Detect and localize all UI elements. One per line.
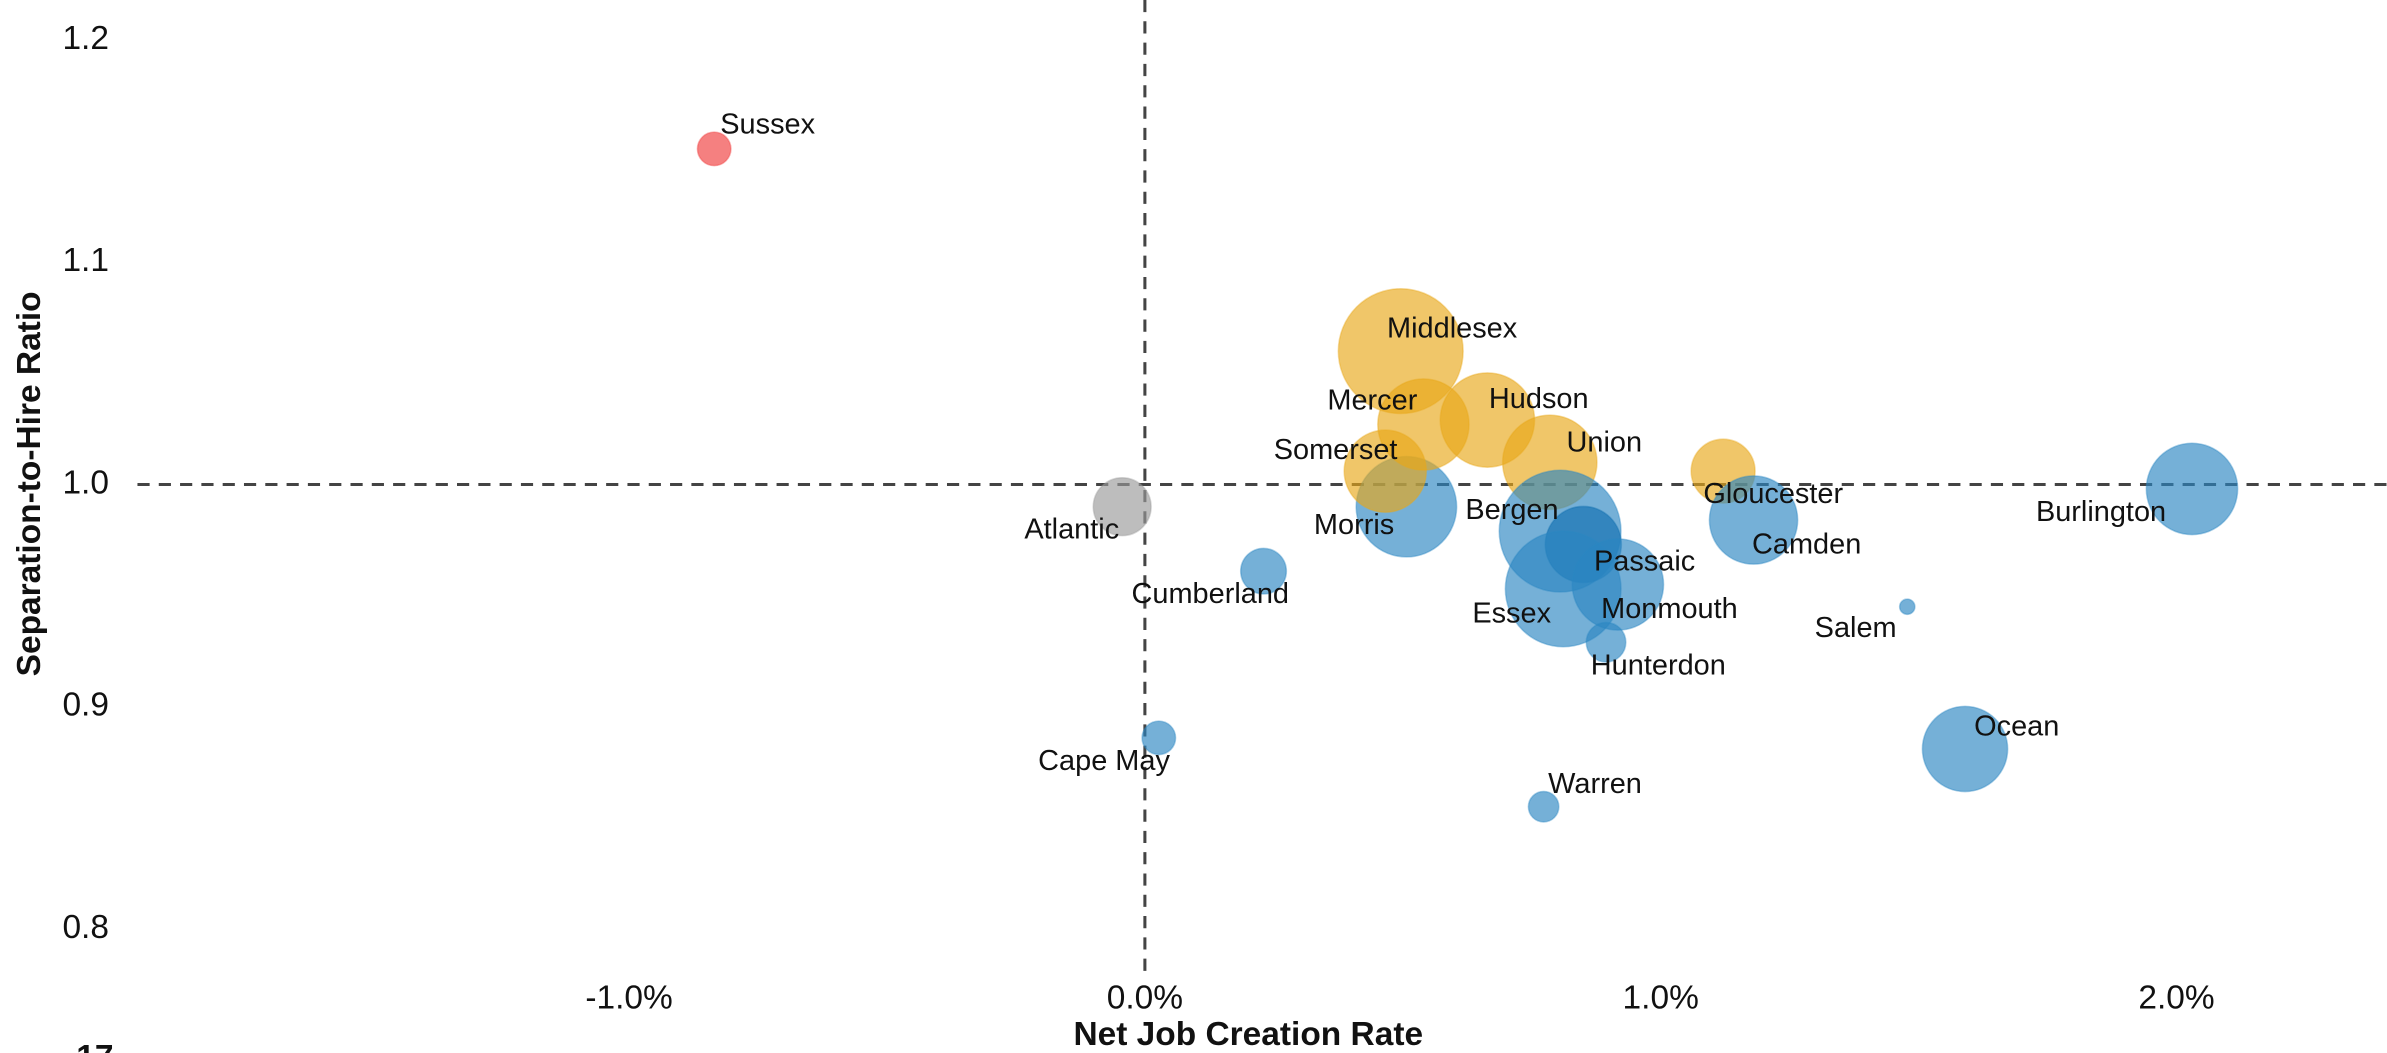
point-label: Burlington — [2036, 496, 2166, 528]
point-label: Mercer — [1327, 384, 1417, 416]
point-label: Hunterdon — [1591, 649, 1726, 681]
point-label: Passaic — [1594, 545, 1695, 577]
bubble — [1239, 547, 1288, 595]
point-label: Salem — [1815, 612, 1897, 644]
x-tick-label: 2.0% — [2138, 980, 2214, 1017]
x-tick-label: 0.0% — [1107, 980, 1183, 1017]
x-tick-label: 1.0% — [1623, 980, 1699, 1017]
point-label: Monmouth — [1601, 593, 1738, 625]
x-axis-label: Net Job Creation Rate — [1073, 1016, 1423, 1053]
point-label: Warren — [1548, 768, 1642, 800]
point-label: Camden — [1752, 529, 1861, 561]
y-tick-label: 1.1 — [62, 242, 109, 279]
bubble — [1898, 598, 1916, 616]
bubble — [1092, 477, 1152, 537]
bubble — [1921, 705, 2009, 793]
point-label: Somerset — [1274, 434, 1398, 466]
point-label: Hudson — [1489, 383, 1589, 415]
page-number: 17 — [76, 1039, 113, 1053]
bubble — [1585, 621, 1627, 663]
point-label: Cape May — [1038, 745, 1170, 777]
y-tick-label: 1.2 — [62, 20, 109, 57]
bubble — [1708, 475, 1799, 565]
point-label: Bergen — [1465, 494, 1558, 526]
point-label: Essex — [1472, 597, 1551, 629]
point-label: Morris — [1314, 509, 1394, 541]
point-label: Gloucester — [1703, 478, 1843, 510]
point-label: Union — [1567, 427, 1643, 459]
y-tick-label: 0.8 — [62, 909, 109, 946]
x-tick-label: -1.0% — [585, 980, 672, 1017]
bubble — [696, 131, 732, 167]
point-label: Atlantic — [1024, 514, 1119, 546]
bubble — [2145, 442, 2239, 536]
point-label: Sussex — [720, 109, 815, 141]
point-label: Cumberland — [1132, 578, 1289, 610]
point-label: Ocean — [1974, 710, 2059, 742]
y-axis-label: Separation-to-Hire Ratio — [11, 291, 48, 676]
y-tick-label: 1.0 — [62, 464, 109, 501]
point-label: Middlesex — [1387, 312, 1518, 344]
y-tick-label: 0.9 — [62, 687, 109, 724]
bubble — [1141, 720, 1177, 756]
bubble — [1527, 790, 1560, 823]
